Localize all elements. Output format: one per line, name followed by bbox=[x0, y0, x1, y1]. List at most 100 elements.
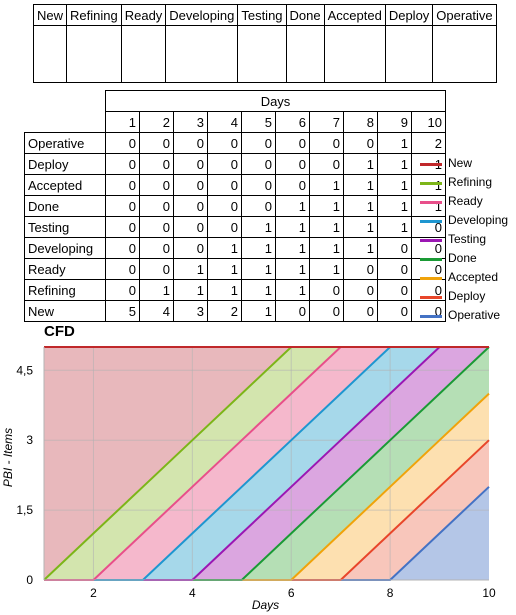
board-column-cell bbox=[323, 25, 386, 83]
table-cell: 0 bbox=[343, 132, 378, 154]
table-cell: 1 bbox=[343, 174, 378, 196]
legend-label: Ready bbox=[448, 194, 483, 208]
table-cell: 0 bbox=[173, 174, 208, 196]
row-label: Ready bbox=[24, 258, 106, 280]
legend-swatch bbox=[420, 315, 442, 318]
table-cell: 1 bbox=[241, 258, 276, 280]
table-cell: 0 bbox=[105, 258, 140, 280]
legend-swatch bbox=[420, 201, 442, 204]
table-cell: 0 bbox=[139, 195, 174, 217]
table-cell: 1 bbox=[275, 279, 310, 301]
table-cell: 1 bbox=[241, 300, 276, 322]
table-cell: 1 bbox=[309, 174, 344, 196]
table-cell: 0 bbox=[105, 237, 140, 259]
kanban-board: New Refining Ready Developing Testing Done Acc… bbox=[32, 4, 497, 83]
day-number: 3 bbox=[173, 111, 208, 133]
table-cell: 0 bbox=[411, 279, 446, 301]
legend-label: Testing bbox=[448, 232, 487, 246]
table-cell: 3 bbox=[173, 300, 208, 322]
table-cell: 0 bbox=[377, 300, 412, 322]
days-header-row: Days bbox=[25, 90, 446, 112]
board-column-new: New bbox=[32, 4, 68, 26]
board-column-refining: Refining bbox=[66, 4, 122, 26]
table-cell: 1 bbox=[343, 237, 378, 259]
table-cell: 0 bbox=[207, 216, 242, 238]
kanban-body-row bbox=[32, 25, 497, 83]
day-number: 2 bbox=[139, 111, 174, 133]
board-column-cell bbox=[237, 25, 287, 83]
table-cell: 1 bbox=[309, 195, 344, 217]
table-cell: 0 bbox=[241, 174, 276, 196]
table-row: Operative 0 0 0 0 0 0 0 0 1 2 bbox=[24, 132, 446, 154]
table-cell: 0 bbox=[309, 153, 344, 175]
table-cell: 1 bbox=[275, 237, 310, 259]
table-cell: 0 bbox=[343, 279, 378, 301]
table-cell: 0 bbox=[309, 300, 344, 322]
table-row: Testing 0 0 0 0 1 1 1 1 1 0 bbox=[24, 216, 446, 238]
table-cell: 0 bbox=[309, 279, 344, 301]
blank-cell bbox=[25, 91, 106, 112]
day-number: 7 bbox=[309, 111, 344, 133]
legend-label: Developing bbox=[448, 213, 509, 227]
table-cell: 1 bbox=[377, 216, 412, 238]
table-cell: 0 bbox=[139, 153, 174, 175]
table-cell: 0 bbox=[343, 300, 378, 322]
table-cell: 2 bbox=[411, 132, 446, 154]
row-label: Operative bbox=[24, 132, 106, 154]
blank-cell bbox=[24, 111, 106, 133]
table-cell: 1 bbox=[173, 279, 208, 301]
table-row: Developing 0 0 0 1 1 1 1 1 0 0 bbox=[24, 237, 446, 259]
table-cell: 1 bbox=[241, 279, 276, 301]
table-cell: 0 bbox=[343, 258, 378, 280]
table-cell: 1 bbox=[309, 216, 344, 238]
table-row: New 5 4 3 2 1 0 0 0 0 0 bbox=[24, 300, 446, 322]
y-axis-label: PBI - Items bbox=[1, 428, 15, 487]
table-cell: 1 bbox=[411, 195, 446, 217]
board-column-cell bbox=[384, 25, 434, 83]
table-cell: 0 bbox=[173, 216, 208, 238]
legend-label: Accepted bbox=[448, 270, 499, 284]
legend-label: New bbox=[448, 156, 473, 170]
table-cell: 1 bbox=[207, 258, 242, 280]
table-cell: 1 bbox=[377, 174, 412, 196]
table-cell: 0 bbox=[105, 153, 140, 175]
table-cell: 1 bbox=[275, 195, 310, 217]
table-cell: 1 bbox=[241, 237, 276, 259]
table-cell: 0 bbox=[241, 195, 276, 217]
row-label: Done bbox=[24, 195, 106, 217]
row-label: Developing bbox=[24, 237, 106, 259]
table-cell: 0 bbox=[139, 174, 174, 196]
table-row: Ready 0 0 1 1 1 1 1 0 0 0 bbox=[24, 258, 446, 280]
table-cell: 1 bbox=[377, 153, 412, 175]
legend-swatch bbox=[420, 258, 442, 261]
table-cell: 0 bbox=[207, 132, 242, 154]
day-numbers-row: 1 2 3 4 5 6 7 8 9 10 bbox=[24, 111, 446, 133]
table-cell: 1 bbox=[343, 195, 378, 217]
y-tick-label: 4,5 bbox=[16, 363, 33, 377]
y-tick-label: 1,5 bbox=[16, 503, 33, 517]
table-cell: 1 bbox=[343, 216, 378, 238]
legend-label: Operative bbox=[448, 308, 501, 322]
table-cell: 0 bbox=[207, 195, 242, 217]
chart-title: CFD bbox=[44, 323, 75, 340]
table-cell: 1 bbox=[207, 237, 242, 259]
table-cell: 0 bbox=[275, 174, 310, 196]
area-operative bbox=[44, 486, 489, 580]
table-cell: 0 bbox=[377, 258, 412, 280]
day-number: 6 bbox=[275, 111, 310, 133]
table-cell: 0 bbox=[275, 132, 310, 154]
table-cell: 0 bbox=[241, 153, 276, 175]
y-tick-label: 3 bbox=[26, 433, 33, 447]
board-column-developing: Developing bbox=[165, 4, 239, 26]
table-cell: 1 bbox=[139, 279, 174, 301]
table-cell: 0 bbox=[105, 132, 140, 154]
board-column-testing: Testing bbox=[237, 4, 287, 26]
x-axis-label: Days bbox=[252, 598, 279, 612]
table-cell: 5 bbox=[105, 300, 140, 322]
legend-swatch bbox=[420, 277, 442, 280]
table-cell: 1 bbox=[207, 279, 242, 301]
row-label: New bbox=[24, 300, 106, 322]
table-cell: 0 bbox=[105, 174, 140, 196]
table-cell: 0 bbox=[105, 279, 140, 301]
table-cell: 1 bbox=[309, 258, 344, 280]
